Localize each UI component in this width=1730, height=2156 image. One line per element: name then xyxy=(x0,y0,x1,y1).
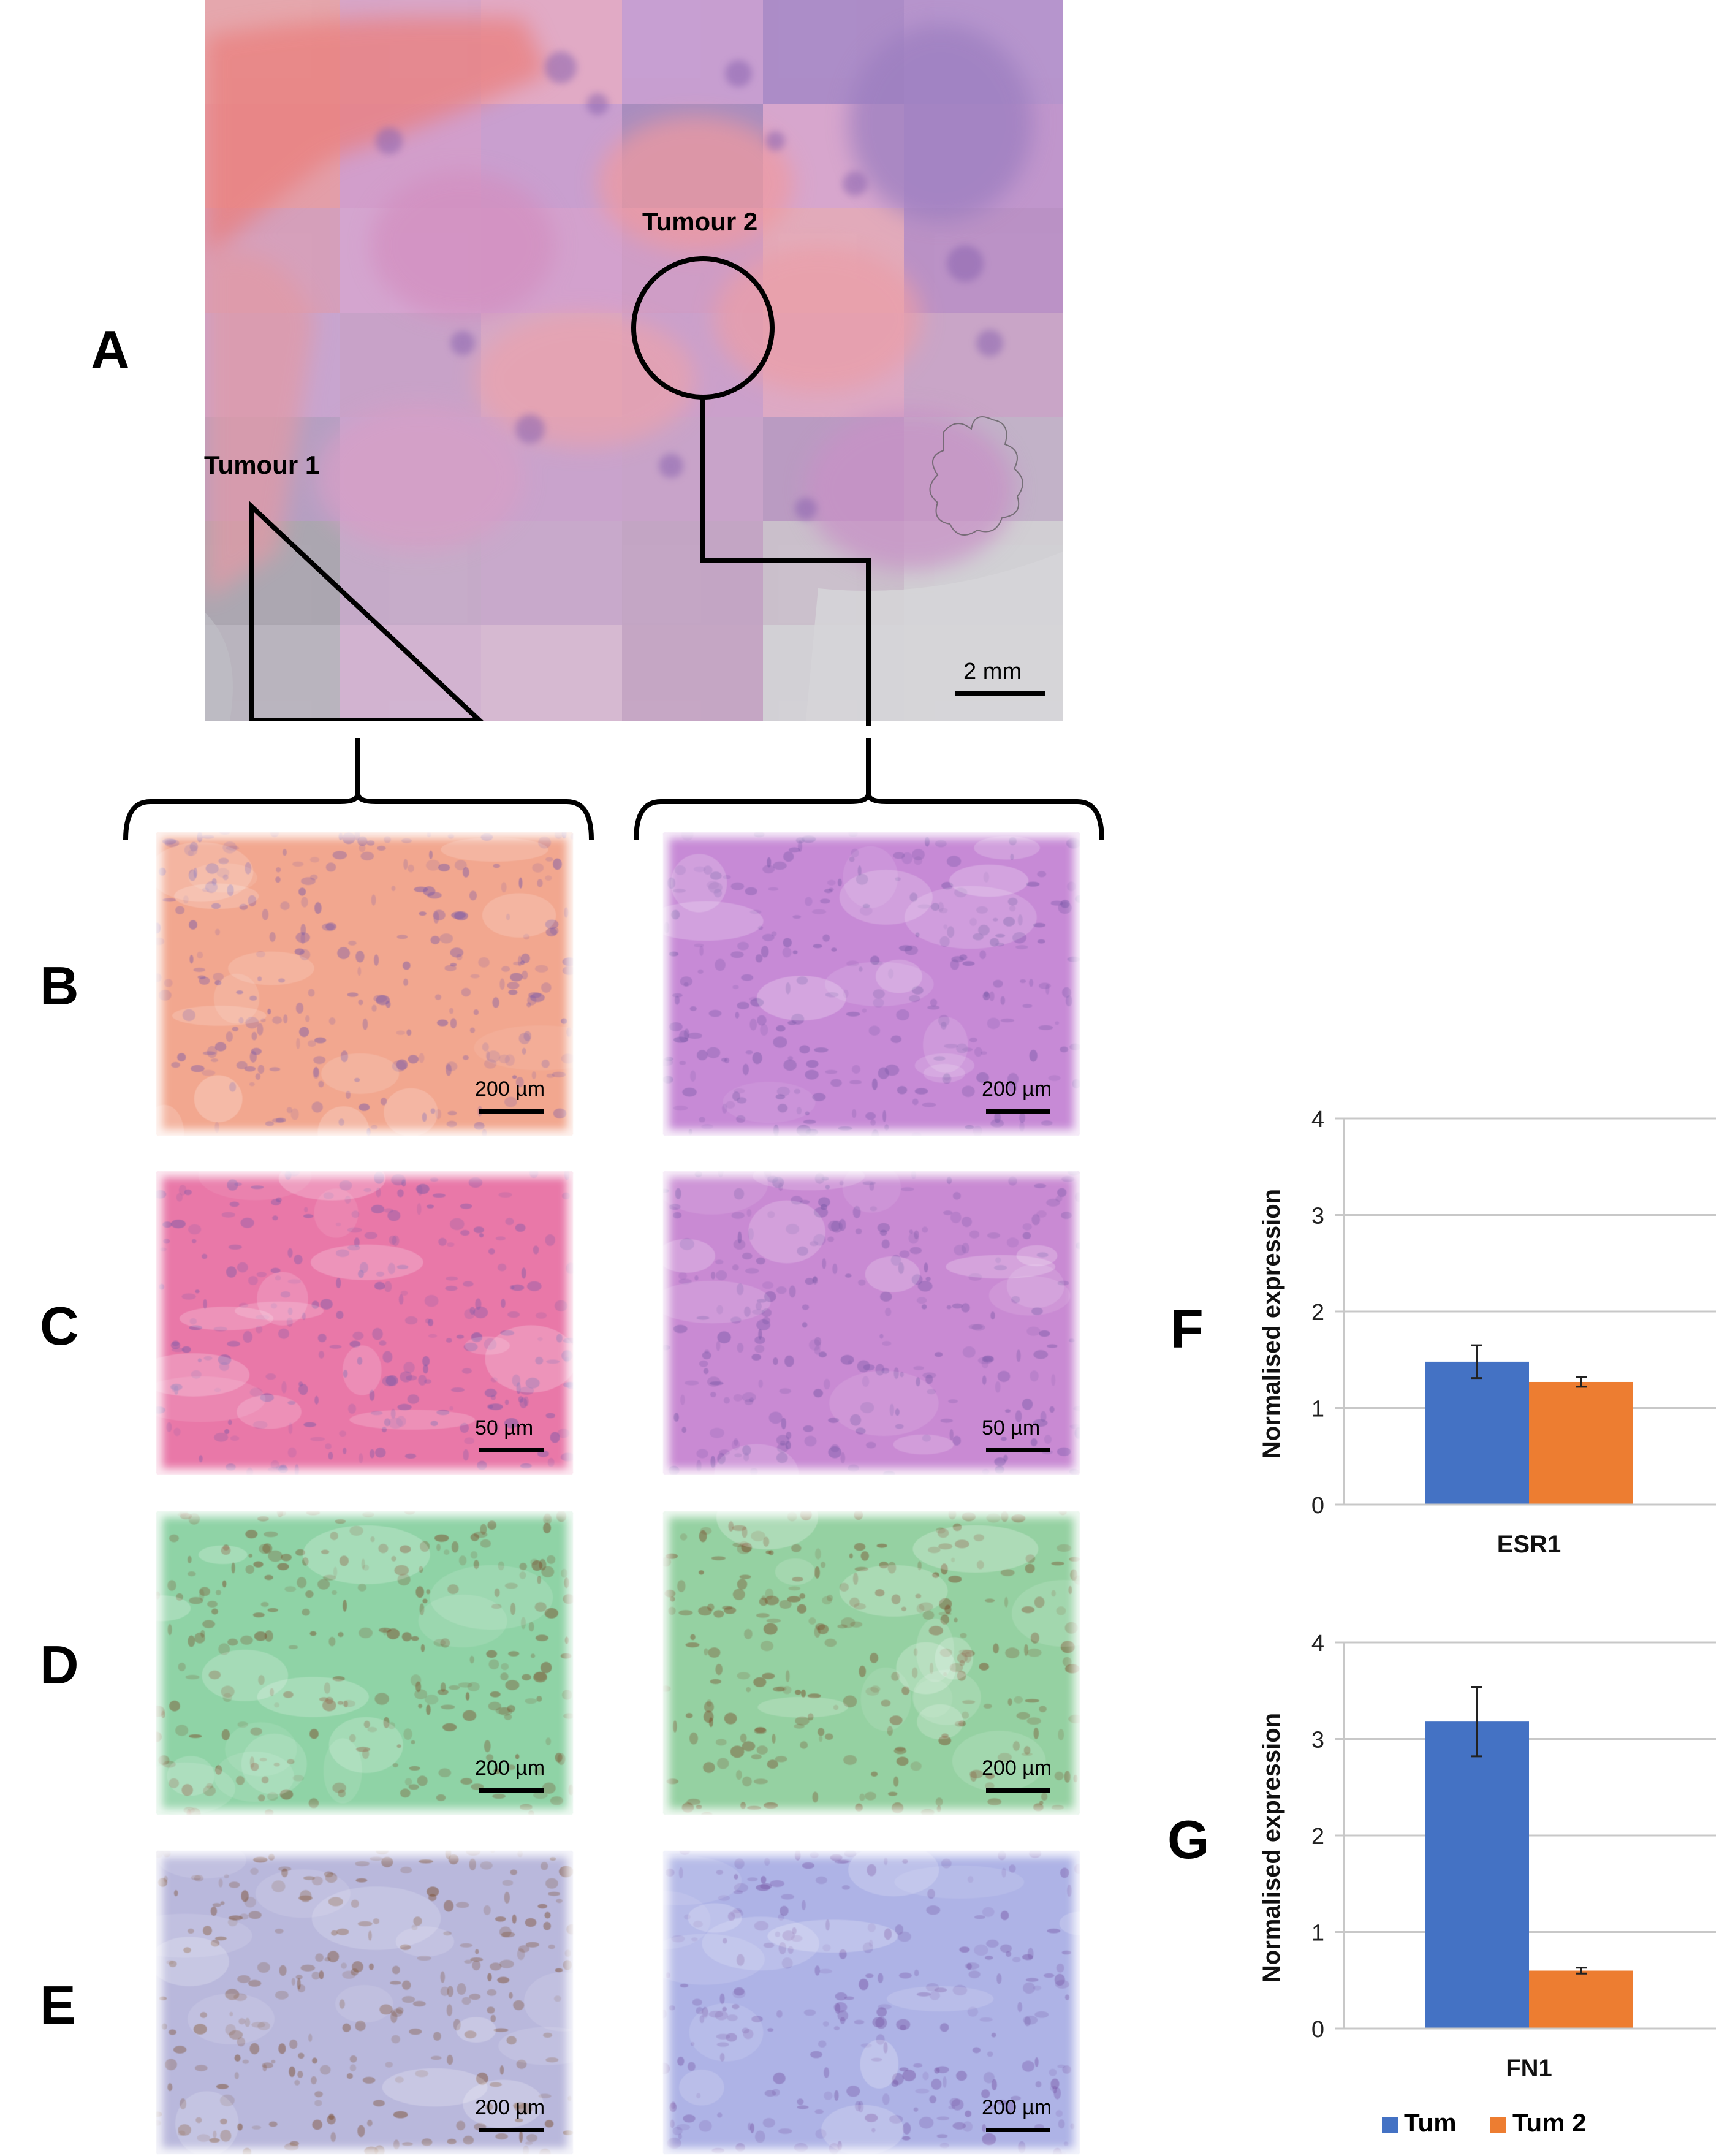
legend-label-tum2: Tum 2 xyxy=(1512,2108,1587,2137)
micrograph-d-tumour1 xyxy=(156,1511,573,1815)
chart-f-ytick-label: 0 xyxy=(1311,1493,1324,1519)
micrograph-c-tumour2 xyxy=(663,1171,1080,1475)
panel-a-scale-bar xyxy=(955,691,1045,696)
connector-lines xyxy=(123,397,1104,840)
micrograph-b-tumour2 xyxy=(663,832,1080,1136)
tumour1-label: Tumour 1 xyxy=(204,450,320,479)
scale-bar-c-left xyxy=(479,1448,544,1452)
scale-label-b-left: 200 µm xyxy=(475,1077,545,1101)
chart-g-ytick-label: 2 xyxy=(1311,1824,1324,1850)
chart-g-ytick-label: 1 xyxy=(1311,1921,1324,1946)
chart-g-ytick-label: 0 xyxy=(1311,2017,1324,2043)
micrograph-d-tumour2 xyxy=(663,1511,1080,1815)
chart-g-ytick-label: 4 xyxy=(1311,1631,1324,1657)
chart-f-category-label: ESR1 xyxy=(1497,1531,1561,1558)
panel-label-b: B xyxy=(40,955,79,1016)
scale-label-c-right: 50 µm xyxy=(982,1416,1041,1440)
chart-f-esr1: 0 1 2 3 4 ESR1 Normalised expression xyxy=(1258,1107,1716,1558)
scale-label-d-left: 200 µm xyxy=(475,1756,545,1780)
chart-g-bar-tum xyxy=(1425,1721,1529,2029)
chart-f-ytick-label: 4 xyxy=(1311,1107,1324,1133)
panel-label-g: G xyxy=(1167,1809,1210,1870)
scale-bar-d-right xyxy=(986,1788,1050,1793)
legend-swatch-tum2 xyxy=(1490,2117,1506,2133)
chart-f-ytick-label: 1 xyxy=(1311,1397,1324,1422)
scale-label-c-left: 50 µm xyxy=(475,1416,534,1440)
chart-f-bar-tum xyxy=(1425,1361,1529,1505)
scale-label-d-right: 200 µm xyxy=(982,1756,1052,1780)
chart-f-errorbar xyxy=(1471,1344,1482,1380)
chart-f-y-axis-label: Normalised expression xyxy=(1258,1189,1285,1459)
chart-g-ytick-label: 3 xyxy=(1311,1728,1324,1753)
panel-label-f: F xyxy=(1170,1299,1204,1359)
chart-legend: Tum Tum 2 xyxy=(1382,2108,1701,2139)
panel-label-c: C xyxy=(40,1296,79,1356)
micrograph-b-tumour1 xyxy=(156,832,573,1136)
legend-label-tum: Tum xyxy=(1404,2108,1457,2137)
chart-f-errorbar xyxy=(1576,1376,1587,1388)
scale-bar-e-right xyxy=(986,2128,1050,2132)
panel-label-d: D xyxy=(40,1634,79,1695)
chart-g-y-axis-label: Normalised expression xyxy=(1258,1713,1285,1983)
chart-f-ytick-label: 2 xyxy=(1311,1300,1324,1326)
scale-label-b-right: 200 µm xyxy=(982,1077,1052,1101)
micrograph-e-tumour1 xyxy=(156,1851,573,2154)
scale-bar-b-left xyxy=(479,1109,544,1114)
chart-g-category-label: FN1 xyxy=(1506,2055,1552,2082)
micrograph-c-tumour1 xyxy=(156,1171,573,1475)
scale-bar-c-right xyxy=(986,1448,1050,1452)
legend-swatch-tum xyxy=(1382,2117,1398,2133)
tumour1-triangle-marker xyxy=(249,500,484,721)
chart-f-bar-tum2 xyxy=(1529,1381,1633,1505)
scale-bar-e-left xyxy=(479,2128,544,2132)
whole-slide-image xyxy=(205,0,1063,721)
panel-a-scale-label: 2 mm xyxy=(963,659,1022,685)
tumour2-label: Tumour 2 xyxy=(642,207,758,236)
scale-bar-b-right xyxy=(986,1109,1050,1114)
chart-g-fn1: 0 1 2 3 4 FN1 Normalised expression xyxy=(1258,1631,1716,2082)
chart-g-bar-tum2 xyxy=(1529,1970,1633,2029)
scale-bar-d-left xyxy=(479,1788,544,1793)
panel-label-e: E xyxy=(40,1975,76,2035)
chart-g-errorbar xyxy=(1471,1685,1482,1758)
micrograph-e-tumour2 xyxy=(663,1851,1080,2154)
whole-slide-tissue xyxy=(205,0,1063,721)
scale-label-e-right: 200 µm xyxy=(982,2096,1052,2119)
scale-label-e-left: 200 µm xyxy=(475,2096,545,2119)
panel-label-a: A xyxy=(91,319,130,380)
chart-f-ytick-label: 3 xyxy=(1311,1204,1324,1229)
chart-g-errorbar xyxy=(1576,1967,1587,1975)
